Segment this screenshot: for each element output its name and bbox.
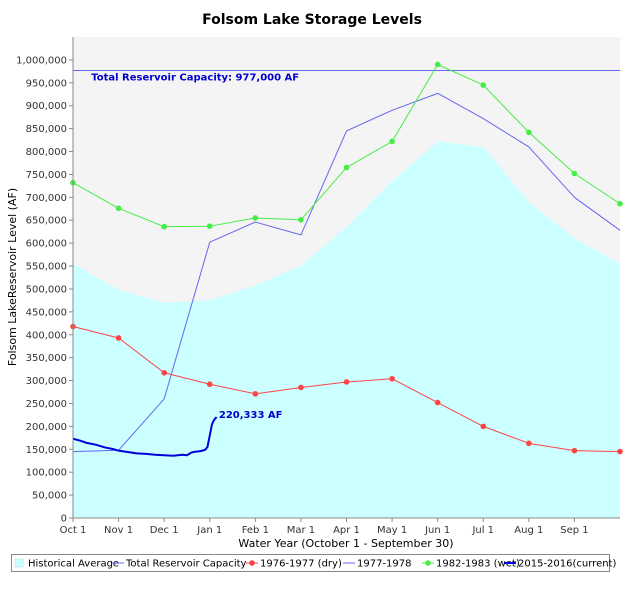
annotation-label: 220,333 AF <box>219 410 283 421</box>
x-tick-label: May 1 <box>377 525 407 536</box>
legend-label-1976-1977-dry: 1976-1977 (dry) <box>260 559 342 570</box>
y-tick-label: 850,000 <box>26 124 67 135</box>
y-tick-label: 800,000 <box>26 147 67 158</box>
series-1976-1977-dry-point <box>298 384 304 391</box>
series-1982-1983-wet-point <box>298 216 304 223</box>
line-layer <box>70 61 623 457</box>
series-1976-1977-dry-point <box>389 375 395 382</box>
y-tick-label: 350,000 <box>26 353 67 364</box>
legend-label-1977-1978: 1977-1978 <box>357 559 412 570</box>
series-1976-1977-dry-point <box>252 391 259 397</box>
legend-label-1982-1983-wet: 1982-1983 (wet) <box>436 559 520 570</box>
series-1976-1977-dry-point <box>480 423 487 430</box>
series-1982-1983-wet-point <box>252 215 259 221</box>
series-1982-1983-wet-point <box>206 223 213 229</box>
series-1982-1983-wet-point <box>526 129 532 136</box>
series-1982-1983-wet-point <box>480 82 487 88</box>
x-tick-label: Aug 1 <box>514 525 543 536</box>
series-1976-1977-dry-point <box>206 381 213 388</box>
x-tick-label: Sep 1 <box>560 525 588 536</box>
series-1977-1978-line <box>72 92 621 453</box>
chart-title: Folsom Lake Storage Levels <box>202 12 422 28</box>
series-1982-1983-wet-point <box>571 170 578 177</box>
x-axis-title: Water Year (October 1 - September 30) <box>238 537 453 550</box>
legend-marker-1982-1983-wet <box>425 560 431 566</box>
series-1982-1983-wet-point <box>434 61 441 68</box>
x-tick-label: Feb 1 <box>242 525 269 536</box>
series-1982-1983-wet-point <box>115 205 122 212</box>
y-tick-label: 550,000 <box>26 262 67 273</box>
x-tick-label: Oct 1 <box>60 525 87 536</box>
series-1976-1977-dry-point <box>617 448 623 455</box>
series-1982-1983-wet-point <box>617 200 623 207</box>
y-tick-label: 200,000 <box>26 422 67 433</box>
series-1976-1977-dry-point <box>434 399 441 406</box>
y-tick-label: 900,000 <box>26 101 67 112</box>
y-tick-label: 150,000 <box>26 445 67 456</box>
x-tick-label: Dec 1 <box>150 525 179 536</box>
y-tick-label: 0 <box>61 514 67 525</box>
legend-frame <box>11 554 610 572</box>
y-tick-label: 650,000 <box>26 216 67 227</box>
series-1976-1977-dry-point <box>115 335 122 341</box>
series-1976-1977-dry-point <box>161 369 167 376</box>
series-2015-2016-current-line <box>72 416 218 457</box>
y-tick-label: 600,000 <box>26 239 67 250</box>
annotation-layer: Total Reservoir Capacity: 977,000 AF 220,… <box>91 73 299 422</box>
y-tick-label: 750,000 <box>26 170 67 181</box>
axis-layer: 0 50,000 100,000 150,000 200,000 250,000 300,0… <box>16 37 620 536</box>
series-1976-1977-dry-point <box>343 379 350 385</box>
y-tick-label: 1,000,000 <box>16 55 67 66</box>
series-1982-1983-wet-point <box>161 223 167 230</box>
series-1982-1983-wet-point <box>389 138 395 145</box>
legend-swatch-historical-average <box>14 558 24 568</box>
x-tick-label: Mar 1 <box>287 525 315 536</box>
y-tick-label: 700,000 <box>26 193 67 204</box>
x-tick-label: Jan 1 <box>196 525 222 536</box>
x-tick-label: Jun 1 <box>424 525 450 536</box>
y-tick-label: 400,000 <box>26 330 67 341</box>
legend: Historical Average Total Reservoir Capaci… <box>11 554 616 572</box>
legend-label-historical-average: Historical Average <box>28 559 119 570</box>
y-tick-label: 100,000 <box>26 468 67 479</box>
series-1982-1983-wet-point <box>343 164 350 171</box>
x-tick-label: Nov 1 <box>104 525 133 536</box>
y-tick-label: 450,000 <box>26 307 67 318</box>
annotation-label: Total Reservoir Capacity: 977,000 AF <box>91 73 299 84</box>
series-1976-1977-dry-point <box>571 447 578 454</box>
y-tick-label: 500,000 <box>26 284 67 295</box>
legend-marker-1976-1977-dry <box>249 560 255 566</box>
y-tick-label: 50,000 <box>32 491 67 502</box>
y-tick-label: 250,000 <box>26 399 67 410</box>
series-1976-1977-dry-point <box>526 440 532 447</box>
y-tick-label: 300,000 <box>26 376 67 387</box>
y-axis-title: Folsom LakeReservoir Level (AF) <box>6 188 19 366</box>
x-tick-label: Jul 1 <box>471 525 494 536</box>
y-tick-label: 950,000 <box>26 78 67 89</box>
legend-label-2015-2016-current: 2015-2016(current) <box>518 559 616 570</box>
x-tick-label: Apr 1 <box>333 525 360 536</box>
legend-label-total-reservoir-capacity: Total Reservoir Capacity <box>125 559 247 570</box>
